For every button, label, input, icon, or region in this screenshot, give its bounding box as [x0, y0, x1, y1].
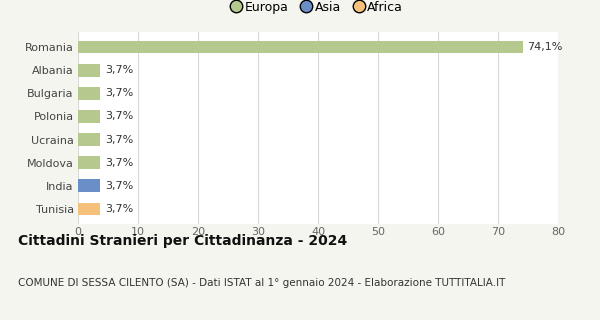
- Bar: [78, 180, 100, 192]
- Text: COMUNE DI SESSA CILENTO (SA) - Dati ISTAT al 1° gennaio 2024 - Elaborazione TUTT: COMUNE DI SESSA CILENTO (SA) - Dati ISTA…: [18, 278, 505, 288]
- Text: 3,7%: 3,7%: [105, 65, 133, 75]
- Bar: [78, 64, 100, 76]
- Bar: [78, 41, 523, 53]
- Text: 3,7%: 3,7%: [105, 111, 133, 122]
- Text: 3,7%: 3,7%: [105, 88, 133, 98]
- Legend: Europa, Asia, Africa: Europa, Asia, Africa: [229, 0, 407, 18]
- Text: 3,7%: 3,7%: [105, 204, 133, 214]
- Text: 3,7%: 3,7%: [105, 158, 133, 168]
- Text: 74,1%: 74,1%: [527, 42, 563, 52]
- Bar: [78, 110, 100, 123]
- Bar: [78, 87, 100, 100]
- Text: 3,7%: 3,7%: [105, 181, 133, 191]
- Text: Cittadini Stranieri per Cittadinanza - 2024: Cittadini Stranieri per Cittadinanza - 2…: [18, 234, 347, 248]
- Bar: [78, 156, 100, 169]
- Bar: [78, 133, 100, 146]
- Text: 3,7%: 3,7%: [105, 134, 133, 145]
- Bar: [78, 203, 100, 215]
